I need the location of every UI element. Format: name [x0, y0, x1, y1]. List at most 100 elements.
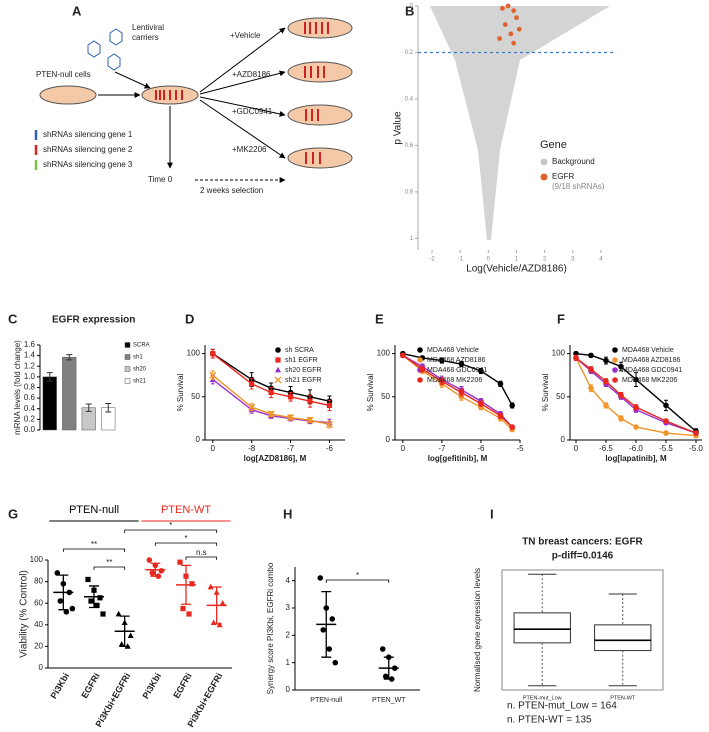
marker: [248, 403, 256, 411]
x-tick-label: 0: [487, 257, 491, 263]
y-tick-label: 50: [556, 392, 565, 401]
marker: [633, 404, 639, 410]
marker: [210, 351, 216, 357]
marker: [612, 377, 618, 383]
legend-label: MDA468 GDC0941: [427, 367, 487, 374]
marker: [209, 371, 217, 379]
annotation: *: [356, 571, 359, 580]
marker: [618, 392, 624, 398]
panel-letter: I: [490, 506, 494, 521]
legend-label: shRNAs silencing gene 3: [43, 160, 133, 169]
x-tick-label: -5.5: [659, 444, 673, 453]
vector-icon: [109, 28, 123, 46]
x-tick-label: 0: [401, 444, 406, 453]
y-tick-label: 20: [34, 642, 43, 651]
label: Lentiviral: [132, 23, 164, 32]
dish: [39, 85, 97, 105]
y-axis-label: Synergy score PI3Kbi, EGFRi combo: [266, 562, 275, 694]
annotation: **: [91, 540, 97, 549]
legend-note: (9/18 shRNAs): [552, 182, 605, 191]
x-axis-label: log[lapatinib], M: [605, 454, 667, 463]
x-tick-label: -2: [429, 257, 435, 263]
legend-title: Gene: [540, 139, 567, 151]
x-tick-label: -6: [326, 444, 334, 453]
panel-letter: G: [8, 506, 18, 521]
y-tick-label: 0: [196, 435, 201, 444]
legend-label: MDA468 MK2206: [427, 377, 482, 384]
marker: [458, 394, 465, 400]
marker: [97, 595, 103, 601]
y-tick-label: 1: [410, 236, 414, 242]
x-tick-label: PTEN-mut_Low: [523, 695, 562, 701]
y-tick-label: 0: [561, 435, 566, 444]
y-tick-label: 0.4: [24, 404, 36, 413]
bracket: [325, 579, 390, 583]
marker: [439, 357, 445, 364]
y-tick-label: 50: [381, 392, 390, 401]
panel-letter: C: [8, 311, 18, 326]
marker: [275, 347, 281, 353]
legend-label: MDA468 MK2206: [622, 377, 677, 384]
marker: [320, 627, 327, 633]
marker: [329, 616, 336, 622]
marker: [146, 557, 153, 563]
error-bar: [85, 403, 92, 412]
legend-swatch: [124, 366, 131, 372]
marker: [118, 641, 125, 647]
x-tick-label: 0: [574, 444, 579, 453]
marker: [219, 600, 226, 606]
y-axis-label: Normalised gene expression levels: [473, 568, 482, 692]
marker: [633, 376, 639, 383]
y-tick-label: 0: [286, 685, 291, 694]
panel-a: A Lentiviral carriers PTEN-null cells +V…: [34, 3, 353, 195]
label: +GDC0941: [232, 107, 273, 116]
x-tick-label: -6: [477, 444, 485, 453]
sd-bar: [383, 656, 394, 680]
marker: [588, 366, 594, 372]
y-tick-label: 0.6: [405, 143, 414, 149]
marker: [88, 598, 94, 604]
marker: [603, 402, 609, 409]
marker: [325, 420, 333, 428]
y-tick-label: 1.6: [24, 340, 36, 349]
marker: [478, 400, 484, 407]
label: PTEN-null cells: [36, 70, 91, 79]
marker: [268, 389, 274, 396]
marker: [326, 402, 333, 409]
point: [511, 8, 517, 14]
marker: [274, 376, 282, 384]
x-tick-label: EGFRi: [79, 671, 101, 700]
y-tick-label: 0.4: [405, 97, 414, 103]
x-axis-label: log[AZD8186], M: [244, 454, 307, 463]
marker: [417, 377, 423, 383]
marker: [326, 646, 333, 652]
marker: [509, 424, 515, 430]
marker: [612, 347, 618, 353]
point: [497, 36, 503, 41]
x-tick-label: PTEN-null: [310, 697, 342, 704]
marker: [633, 424, 639, 430]
y-tick-label: 0.2: [24, 414, 36, 423]
x-tick-label: 1: [515, 257, 519, 263]
annotation: n.s: [196, 548, 207, 557]
y-tick-label: 60: [34, 598, 43, 607]
bar: [42, 376, 57, 431]
point: [511, 40, 517, 46]
annotation: *: [184, 534, 187, 543]
sd-bar: [181, 564, 191, 605]
y-tick-label: 0.8: [24, 383, 36, 392]
y-tick-label: 100: [30, 555, 44, 564]
marker: [618, 363, 624, 370]
x-tick-label: -6.5: [599, 444, 613, 453]
legend-swatch: [124, 342, 131, 348]
x-tick-label: Pi3Kbi: [140, 671, 163, 700]
curve: [212, 353, 330, 407]
marker: [275, 357, 281, 363]
x-tick-label: -7: [287, 444, 295, 453]
marker: [618, 415, 624, 422]
marker: [663, 418, 669, 424]
legend-swatch: [540, 158, 548, 166]
marker: [275, 366, 281, 373]
marker: [439, 378, 445, 385]
x-tick-label: -5: [516, 444, 524, 453]
